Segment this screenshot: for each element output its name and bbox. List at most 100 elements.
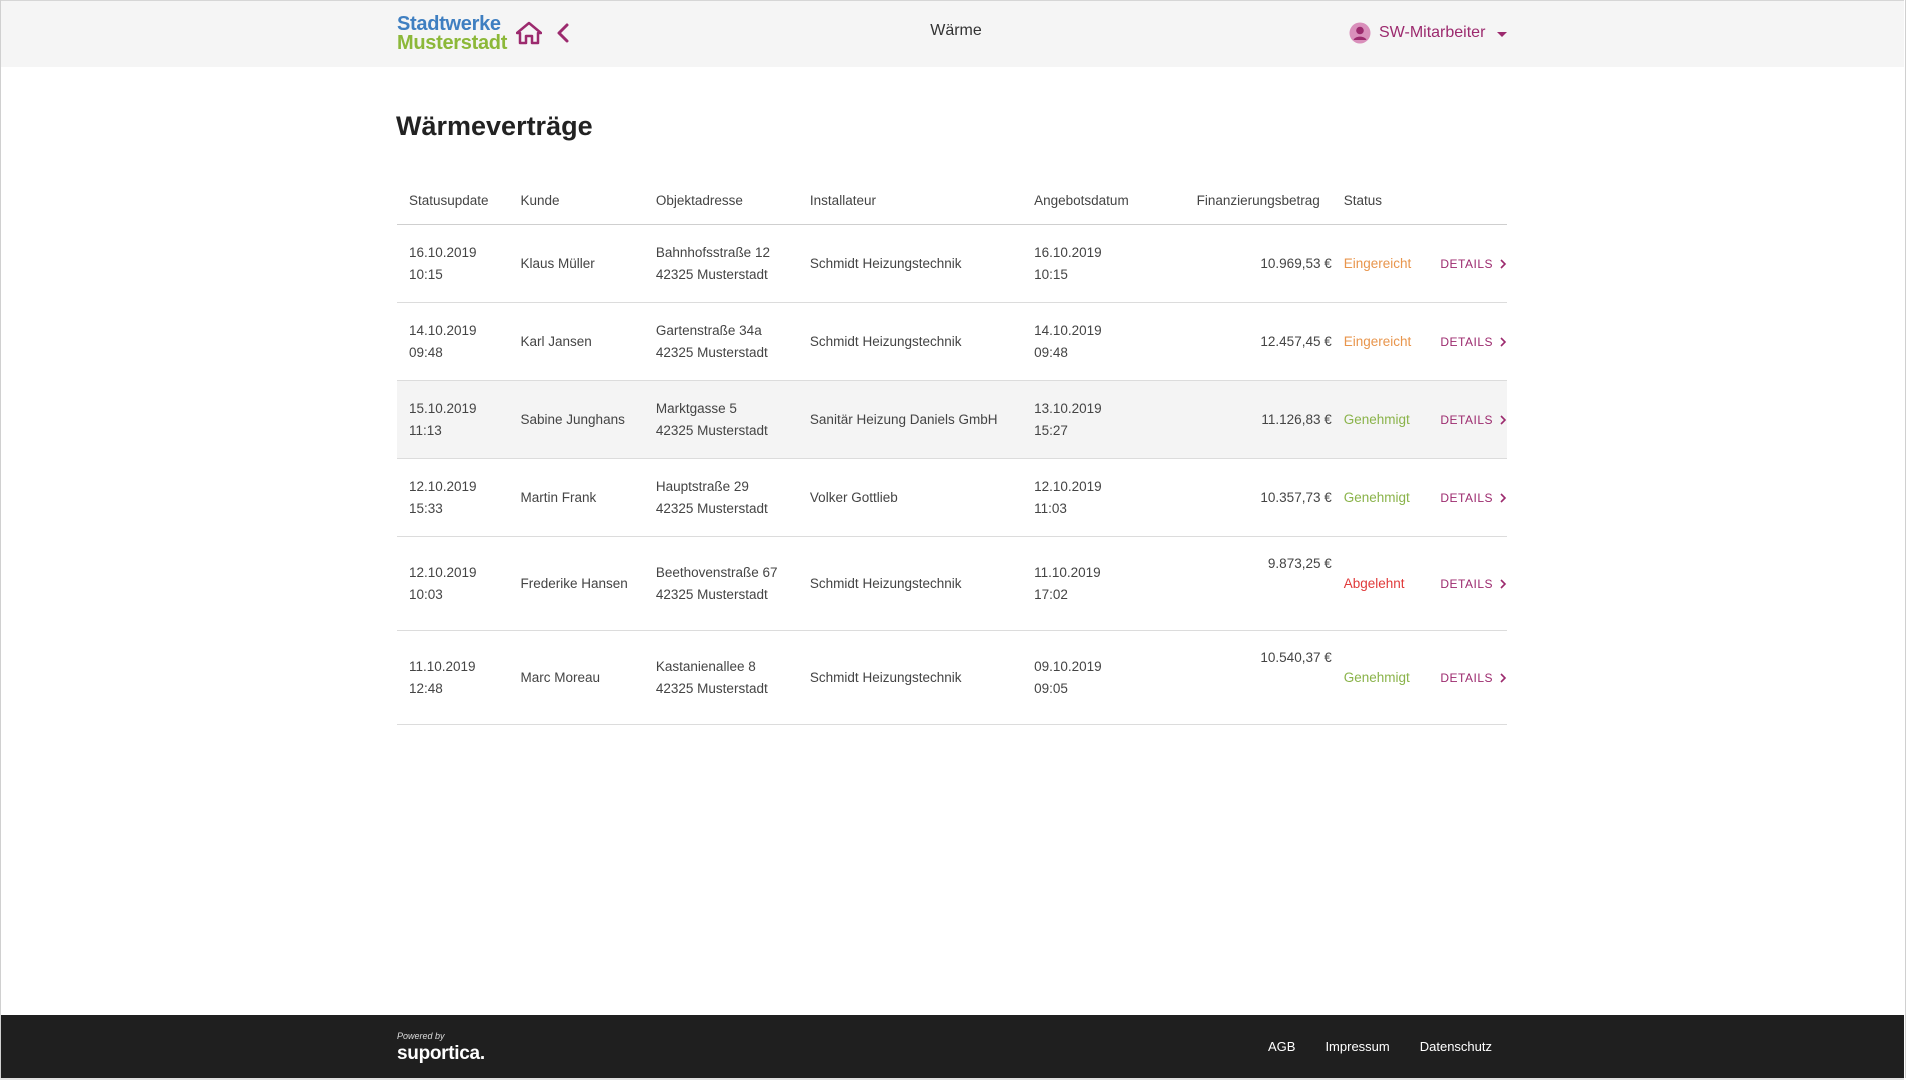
header-section-title: Wärme: [930, 22, 982, 39]
address-city: 42325 Musterstadt: [655, 344, 768, 360]
update-time: 12:48: [409, 680, 443, 696]
cell-angebotsdatum: 16.10.2019 10:15: [1022, 224, 1164, 303]
offer-time: 09:05: [1034, 680, 1068, 696]
details-label: DETAILS: [1440, 256, 1493, 271]
cell-kunde: Marc Moreau: [508, 630, 644, 725]
chevron-left-icon[interactable]: [555, 21, 571, 45]
table-row[interactable]: 11.10.2019 12:48 Marc Moreau Kastanienall…: [397, 630, 1507, 725]
cell-objektadresse: Beethovenstraße 67 42325 Musterstadt: [643, 536, 798, 631]
cell-installateur: Schmidt Heizungstechnik: [797, 224, 1023, 303]
update-time: 10:15: [409, 266, 443, 282]
address-city: 42325 Musterstadt: [655, 586, 768, 602]
cell-finanzierungsbetrag: 11.126,83 €: [1163, 380, 1332, 459]
table-row[interactable]: 15.10.2019 11:13 Sabine Junghans Marktgas…: [397, 380, 1507, 459]
table-row[interactable]: 12.10.2019 10:03 Frederike Hansen Beethov…: [397, 536, 1507, 631]
cell-angebotsdatum: 11.10.2019 17:02: [1022, 536, 1164, 631]
scroll-gutter: [1906, 0, 1920, 1080]
suportica-logo[interactable]: suportica.: [397, 1043, 485, 1064]
cell-finanzierungsbetrag: 10.969,53 €: [1163, 224, 1332, 303]
cell-objektadresse: Marktgasse 5 42325 Musterstadt: [643, 380, 798, 459]
offer-date: 14.10.2019: [1034, 322, 1102, 338]
user-menu-button[interactable]: SW-Mitarbeiter: [1349, 21, 1508, 45]
column-header-objektadresse[interactable]: Objektadresse: [643, 176, 798, 225]
update-time: 09:48: [409, 344, 443, 360]
cell-objektadresse: Hauptstraße 29 42325 Musterstadt: [643, 458, 798, 537]
cell-finanzierungsbetrag: 9.873,25 €: [1163, 536, 1332, 631]
page-title: Wärmeverträge: [396, 111, 593, 141]
table-row[interactable]: 16.10.2019 10:15 Klaus Müller Bahnhofsstr…: [397, 224, 1507, 303]
status-badge: Genehmigt: [1331, 380, 1429, 459]
address-street: Kastanienallee 8: [655, 658, 756, 674]
update-time: 10:03: [409, 586, 443, 602]
details-label: DETAILS: [1440, 334, 1493, 349]
update-date: 12.10.2019: [409, 478, 477, 494]
status-badge: Eingereicht: [1331, 224, 1429, 303]
top-header: Stadtwerke Musterstadt Wärme SW-Mitarbei…: [1, 0, 1904, 67]
details-link[interactable]: DETAILS: [1440, 667, 1507, 689]
details-link[interactable]: DETAILS: [1440, 487, 1507, 509]
cell-actions: DETAILS: [1428, 458, 1507, 537]
chevron-right-icon: [1500, 672, 1507, 683]
chevron-right-icon: [1500, 414, 1507, 425]
offer-date: 09.10.2019: [1034, 658, 1102, 674]
chevron-right-icon: [1500, 336, 1507, 347]
offer-date: 12.10.2019: [1034, 478, 1102, 494]
footer-link-datenschutz[interactable]: Datenschutz: [1419, 1039, 1492, 1054]
table-row[interactable]: 14.10.2019 09:48 Karl Jansen Gartenstraße…: [397, 302, 1507, 381]
address-street: Marktgasse 5: [655, 400, 737, 416]
cell-installateur: Schmidt Heizungstechnik: [797, 630, 1023, 725]
details-label: DETAILS: [1440, 576, 1493, 591]
update-time: 11:13: [409, 422, 442, 438]
cell-actions: DETAILS: [1428, 224, 1507, 303]
cell-angebotsdatum: 12.10.2019 11:03: [1022, 458, 1164, 537]
cell-statusupdate: 14.10.2019 09:48: [397, 302, 509, 381]
address-city: 42325 Musterstadt: [655, 422, 768, 438]
cell-installateur: Volker Gottlieb: [797, 458, 1023, 537]
column-header-status[interactable]: Status: [1331, 176, 1429, 225]
column-header-statusupdate[interactable]: Statusupdate: [397, 176, 509, 225]
offer-time: 15:27: [1034, 422, 1068, 438]
address-street: Hauptstraße 29: [655, 478, 749, 494]
footer-link-agb[interactable]: AGB: [1267, 1039, 1296, 1054]
column-header-kunde[interactable]: Kunde: [508, 176, 644, 225]
details-link[interactable]: DETAILS: [1440, 409, 1507, 431]
home-icon[interactable]: [516, 21, 542, 45]
bottom-border: [0, 1078, 1904, 1080]
cell-installateur: Sanitär Heizung Daniels GmbH: [797, 380, 1023, 459]
cell-finanzierungsbetrag: 12.457,45 €: [1163, 302, 1332, 381]
offer-time: 17:02: [1034, 586, 1068, 602]
chevron-right-icon: [1500, 492, 1507, 503]
table-header-row: Statusupdate Kunde Objektadresse Install…: [397, 176, 1507, 225]
status-badge: Abgelehnt: [1331, 536, 1429, 631]
status-badge: Genehmigt: [1331, 458, 1429, 537]
cell-statusupdate: 12.10.2019 10:03: [397, 536, 509, 631]
column-header-installateur[interactable]: Installateur: [797, 176, 1023, 225]
cell-kunde: Martin Frank: [508, 458, 644, 537]
column-header-finanzierungsbetrag[interactable]: Finanzierungsbetrag: [1163, 176, 1332, 225]
powered-by-label: Powered by: [397, 1031, 445, 1041]
footer-link-impressum[interactable]: Impressum: [1325, 1039, 1390, 1054]
footer-links: AGB Impressum Datenschutz: [1268, 1039, 1492, 1054]
column-header-actions: [1428, 176, 1507, 225]
cell-kunde: Sabine Junghans: [508, 380, 644, 459]
user-name: SW-Mitarbeiter: [1379, 24, 1486, 41]
details-link[interactable]: DETAILS: [1440, 331, 1507, 353]
details-link[interactable]: DETAILS: [1440, 573, 1507, 595]
details-link[interactable]: DETAILS: [1440, 253, 1507, 275]
table-row[interactable]: 12.10.2019 15:33 Martin Frank Hauptstraße…: [397, 458, 1507, 537]
cell-angebotsdatum: 13.10.2019 15:27: [1022, 380, 1164, 459]
offer-time: 11:03: [1034, 500, 1067, 516]
cell-actions: DETAILS: [1428, 630, 1507, 725]
status-badge: Genehmigt: [1331, 630, 1429, 725]
cell-statusupdate: 12.10.2019 15:33: [397, 458, 509, 537]
details-label: DETAILS: [1440, 412, 1493, 427]
cell-objektadresse: Kastanienallee 8 42325 Musterstadt: [643, 630, 798, 725]
update-date: 11.10.2019: [409, 658, 476, 674]
address-city: 42325 Musterstadt: [655, 680, 768, 696]
column-header-angebotsdatum[interactable]: Angebotsdatum: [1022, 176, 1164, 225]
offer-date: 16.10.2019: [1034, 244, 1102, 260]
cell-statusupdate: 16.10.2019 10:15: [397, 224, 509, 303]
company-logo[interactable]: Stadtwerke Musterstadt: [397, 14, 507, 53]
offer-date: 13.10.2019: [1034, 400, 1102, 416]
update-time: 15:33: [409, 500, 443, 516]
